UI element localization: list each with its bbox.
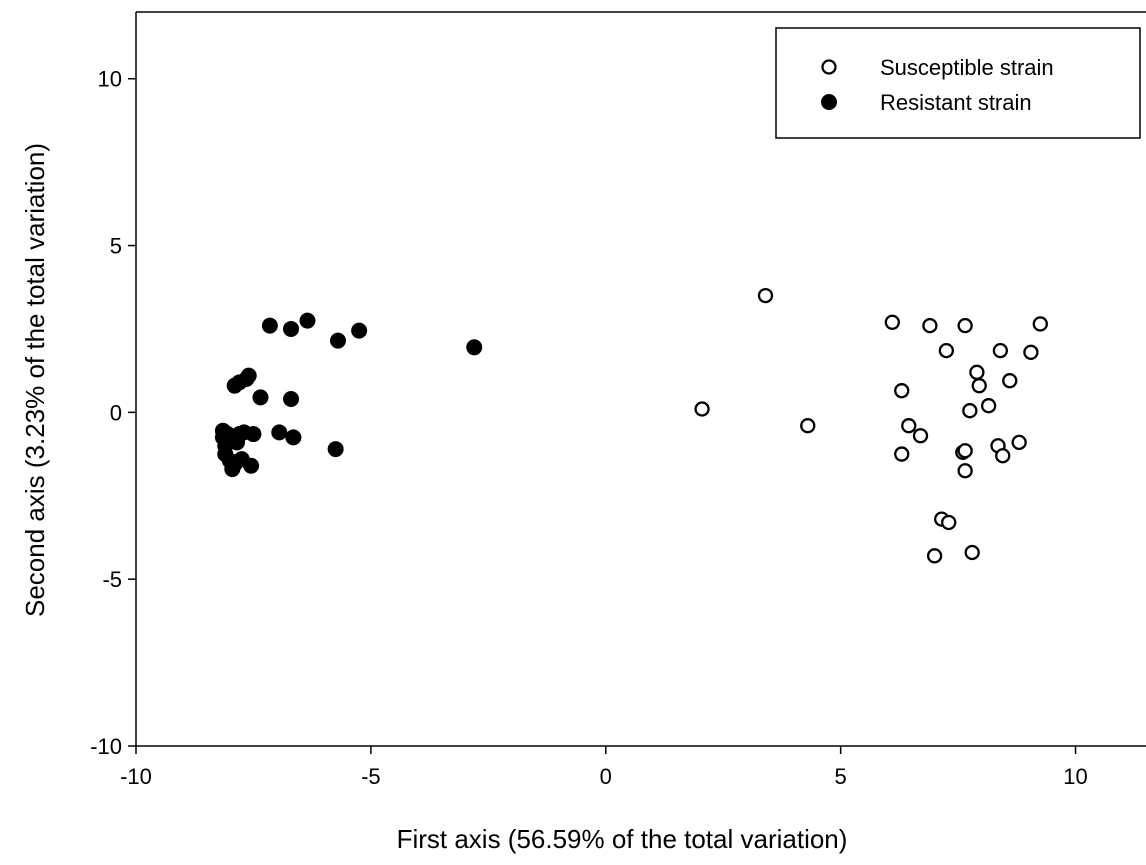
- legend-marker-susceptible: [821, 59, 837, 75]
- susceptible-point: [941, 514, 957, 531]
- series-susceptible: [694, 287, 1048, 564]
- legend-label-susceptible: Susceptible strain: [880, 55, 1054, 80]
- susceptible-point: [901, 418, 917, 434]
- susceptible-point: [938, 342, 954, 359]
- series-resistant: [214, 312, 483, 478]
- resistant-point: [245, 426, 262, 443]
- susceptible-point: [957, 317, 973, 334]
- x-tick-label: 10: [1063, 764, 1087, 789]
- resistant-point: [330, 332, 346, 349]
- y-tick-label: 0: [110, 400, 122, 425]
- resistant-point: [299, 312, 316, 329]
- x-tick-label: 5: [835, 764, 847, 789]
- susceptible-point: [912, 428, 929, 444]
- y-tick-label: 10: [98, 67, 122, 92]
- x-tick-label: 0: [600, 764, 612, 789]
- susceptible-point: [1023, 344, 1039, 360]
- y-tick-label: -5: [102, 567, 122, 592]
- susceptible-point: [926, 548, 943, 564]
- susceptible-point: [1002, 373, 1018, 389]
- legend-marker-resistant: [821, 94, 837, 110]
- susceptible-point: [1032, 316, 1048, 332]
- resistant-point: [240, 367, 257, 384]
- susceptible-point: [957, 463, 973, 479]
- susceptible-point: [969, 364, 985, 380]
- resistant-point: [351, 322, 368, 339]
- resistant-point: [252, 389, 269, 406]
- susceptible-point: [922, 317, 938, 334]
- susceptible-point: [992, 342, 1009, 359]
- x-tick-label: -10: [120, 764, 152, 789]
- resistant-point: [283, 391, 300, 408]
- susceptible-point: [980, 398, 997, 414]
- susceptible-point: [971, 378, 987, 394]
- susceptible-point: [894, 446, 910, 462]
- susceptible-point: [894, 383, 910, 399]
- legend-box: [775, 27, 1141, 139]
- y-tick-label: 5: [110, 234, 122, 259]
- susceptible-point: [962, 403, 978, 419]
- susceptible-point: [1011, 434, 1027, 451]
- axis-ticks: -10 -5 0 5 10 -10 -5 0 5 10: [90, 67, 1088, 789]
- susceptible-point: [800, 418, 816, 434]
- resistant-point: [327, 441, 344, 458]
- legend: Susceptible strain Resistant strain: [775, 27, 1141, 139]
- susceptible-point: [884, 314, 900, 330]
- resistant-point: [243, 457, 260, 474]
- resistant-point: [283, 320, 300, 337]
- resistant-point: [466, 339, 483, 356]
- resistant-point: [271, 424, 288, 441]
- resistant-point: [285, 429, 302, 446]
- y-axis-title: Second axis (3.23% of the total variatio…: [20, 143, 50, 617]
- plot-frame: [135, 11, 1146, 747]
- susceptible-point: [995, 448, 1011, 464]
- susceptible-point: [694, 401, 710, 417]
- data-points: [214, 287, 1048, 564]
- susceptible-point: [964, 544, 980, 561]
- x-tick-label: -5: [361, 764, 381, 789]
- y-tick-label: -10: [90, 734, 122, 759]
- resistant-point: [261, 317, 278, 334]
- susceptible-point: [757, 287, 774, 304]
- susceptible-point: [957, 443, 973, 459]
- x-axis-title: First axis (56.59% of the total variatio…: [397, 824, 848, 854]
- legend-label-resistant: Resistant strain: [880, 90, 1032, 115]
